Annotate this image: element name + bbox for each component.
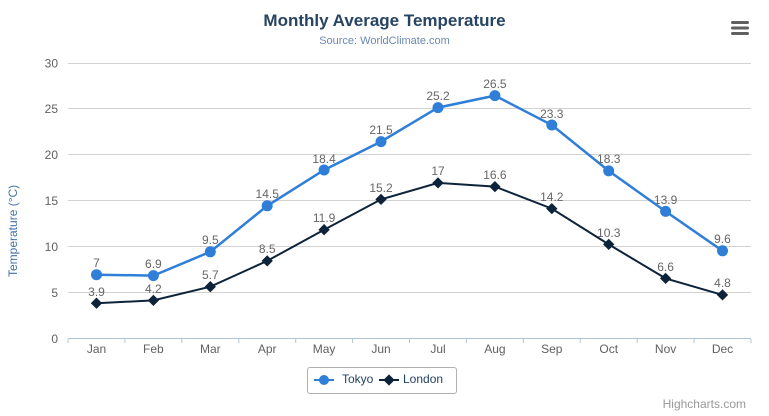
svg-text:Mar: Mar [200,342,221,356]
svg-text:26.5: 26.5 [483,77,507,91]
svg-text:May: May [313,342,336,356]
svg-text:5.7: 5.7 [202,268,219,282]
svg-text:25.2: 25.2 [426,89,450,103]
svg-text:10.3: 10.3 [597,226,621,240]
svg-text:9.6: 9.6 [714,232,731,246]
svg-text:Jul: Jul [430,342,445,356]
svg-text:13.9: 13.9 [654,193,678,207]
svg-text:Aug: Aug [484,342,505,356]
svg-text:Feb: Feb [143,342,164,356]
svg-text:Dec: Dec [712,342,733,356]
svg-text:17: 17 [431,164,445,178]
svg-text:18.3: 18.3 [597,152,621,166]
svg-text:6.9: 6.9 [145,257,162,271]
svg-text:Nov: Nov [655,342,676,356]
svg-text:8.5: 8.5 [259,242,276,256]
svg-text:14.5: 14.5 [256,187,280,201]
svg-text:Oct: Oct [599,342,618,356]
svg-text:4.2: 4.2 [145,282,162,296]
svg-text:9.5: 9.5 [202,233,219,247]
svg-text:14.2: 14.2 [540,190,564,204]
svg-text:7: 7 [93,256,100,270]
svg-text:10: 10 [45,240,59,254]
svg-text:5: 5 [51,286,58,300]
svg-text:Sep: Sep [541,342,563,356]
svg-text:20: 20 [45,148,59,162]
svg-text:Apr: Apr [258,342,277,356]
svg-text:21.5: 21.5 [369,123,393,137]
svg-text:25: 25 [45,102,59,116]
svg-text:0: 0 [51,332,58,346]
svg-text:3.9: 3.9 [88,285,105,299]
svg-text:30: 30 [45,57,59,71]
svg-text:11.9: 11.9 [313,211,336,225]
svg-text:4.8: 4.8 [714,276,731,290]
svg-text:Jun: Jun [371,342,390,356]
svg-text:16.6: 16.6 [483,168,507,182]
svg-text:18.4: 18.4 [312,152,336,166]
svg-text:Jan: Jan [87,342,106,356]
svg-text:6.6: 6.6 [657,260,674,274]
svg-text:23.3: 23.3 [540,107,564,121]
svg-text:15: 15 [45,194,59,208]
svg-text:15.2: 15.2 [369,181,393,195]
